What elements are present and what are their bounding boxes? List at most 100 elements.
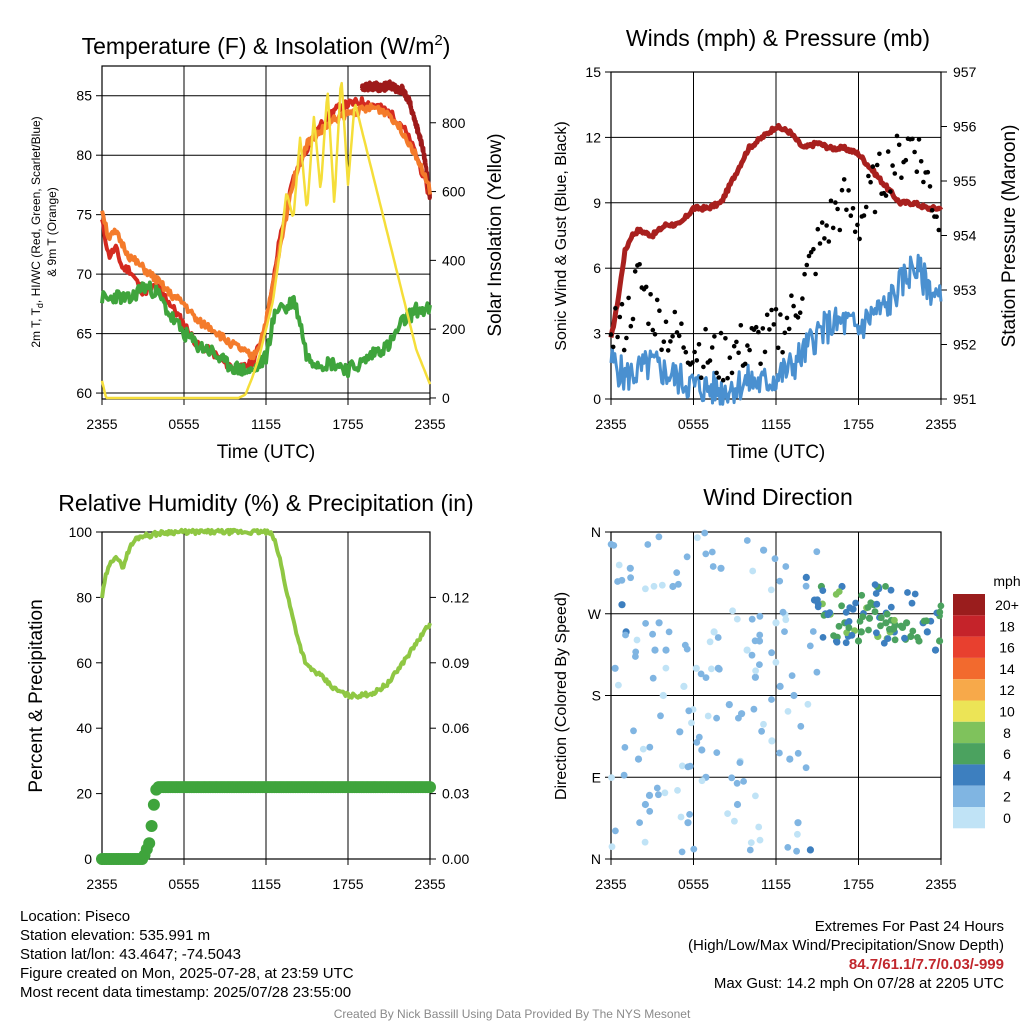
direction-point [813,668,821,676]
direction-point [882,583,889,590]
direction-point [802,573,810,582]
x-tick-label-4: 2355 [414,416,445,432]
y-axis-label: Sonic Wind & Gust (Blue, Black) [553,121,570,350]
x-tick-label-0: 2355 [86,416,117,432]
y-tick-label-5: 85 [76,88,92,104]
direction-point [715,665,723,673]
direction-point [797,722,805,730]
gust-point [815,226,821,232]
direction-point [646,807,654,815]
direction-point [698,777,706,785]
x-tick-label-1: 0555 [678,416,709,432]
y2-tick-label-2: 400 [442,252,466,268]
direction-point [901,634,908,642]
direction-point [891,616,898,624]
direction-point [644,541,652,548]
direction-point [751,673,760,681]
y2-tick-label-2: 953 [953,282,977,298]
direction-point [858,591,866,599]
direction-point [880,639,888,647]
direction-point [856,618,864,625]
x-axis-label: Time (UTC) [217,442,316,463]
direction-point [709,563,717,570]
direction-point [639,745,647,753]
direction-point [804,700,812,708]
y2-tick-label-1: 0.03 [442,786,469,802]
gust-point [850,206,856,211]
y-tick-label-1: E [592,769,601,785]
direction-point [768,696,775,703]
gust-point [654,297,660,303]
direction-point [645,791,654,800]
legend-label-1: 18 [999,618,1015,634]
gust-point [694,358,700,363]
gust-point [769,307,774,313]
direction-point [824,611,832,619]
direction-point [842,639,850,647]
precip-point [424,781,436,794]
legend-label-2: 16 [999,640,1015,656]
direction-point [845,624,853,632]
direction-point [731,817,738,825]
gust-point [729,370,735,376]
direction-point [884,635,892,642]
direction-point [784,844,792,851]
direction-point [717,564,725,572]
direction-point [626,564,634,572]
direction-point [936,608,944,616]
direction-point [733,615,741,623]
x-tick-label-4: 2355 [925,416,956,432]
direction-point [760,720,767,728]
y2-tick-label-1: 952 [953,337,977,353]
direction-point [653,784,661,792]
panel-winds: 0 3 6 9 12 15 2355 0555 1155 1755 2355 951 952 953 954… [553,25,1020,463]
gust-point [734,339,739,345]
series-rh [100,527,432,700]
gust-point [738,323,744,328]
series-wind [609,253,943,406]
direction-point [642,585,649,593]
gust-point [773,307,779,312]
panel-wind-direction: N E S W N 2355 0555 1155 1755 2355 Wind Direction D… [553,484,1021,892]
series-insolation [100,81,432,400]
direction-point [872,590,880,597]
y2-tick-label-3: 0.09 [442,655,469,671]
gust-point [784,315,790,321]
gust-point [839,187,845,193]
direction-point [673,569,681,576]
direction-point [772,619,780,627]
direction-point [681,641,689,649]
direction-point [887,586,895,594]
gust-point [624,335,629,341]
x-tick-label-2: 1155 [251,876,281,892]
direction-point [651,646,659,654]
direction-point [904,589,911,596]
y-tick-label-4: 80 [76,147,92,163]
gust-point [692,349,697,355]
gust-point [800,296,805,301]
gust-point [826,239,832,244]
gust-point [824,223,829,228]
direction-point [713,714,720,722]
gust-point [806,253,812,259]
direction-point [806,642,814,650]
direction-point [641,800,650,809]
direction-point [790,691,798,700]
direction-point [674,787,681,794]
gust-point [828,198,834,204]
gust-point [742,361,748,367]
gust-point [758,361,763,367]
max-gust-text: Max Gust: 14.2 mph On 07/28 at 2205 UTC [713,975,1004,992]
direction-point [620,771,628,779]
direction-point [708,665,715,673]
direction-point [748,615,756,623]
y2-axis-label: Solar Insolation (Yellow) [485,133,506,336]
direction-point [743,646,751,654]
y-tick-label-0: 0 [84,851,92,867]
direction-point [794,819,802,827]
gust-point [894,133,900,139]
gust-point [663,319,669,325]
direction-point [665,628,673,636]
y-axis-label: 2m T, Td, HI/WC (Red, Green, Scarlet/Blu… [29,116,45,347]
y-tick-label-3: 9 [593,195,601,211]
